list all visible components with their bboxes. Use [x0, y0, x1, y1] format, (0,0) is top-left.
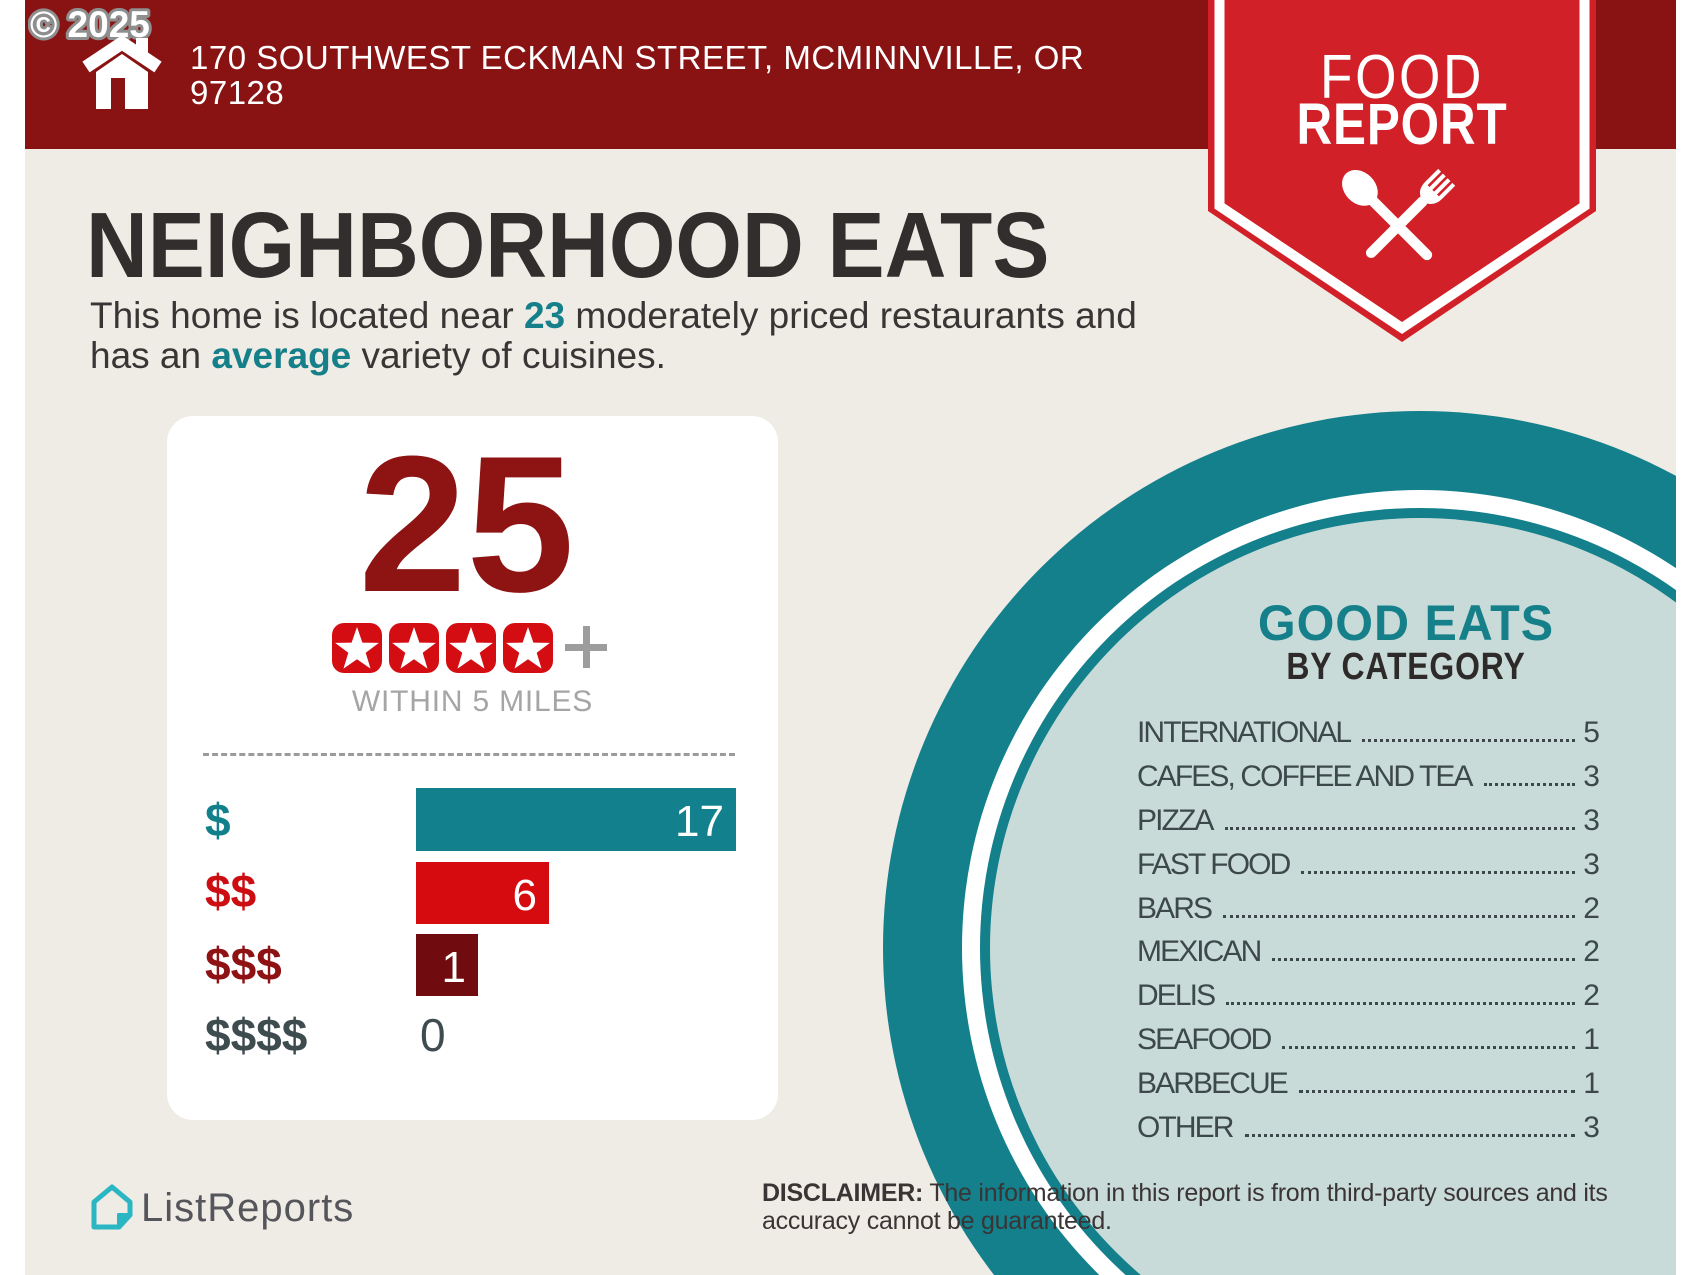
- svg-text:REPORT: REPORT: [1297, 92, 1508, 157]
- svg-text:© 2025: © 2025: [30, 4, 150, 45]
- svg-text:FOOD: FOOD: [1320, 43, 1484, 112]
